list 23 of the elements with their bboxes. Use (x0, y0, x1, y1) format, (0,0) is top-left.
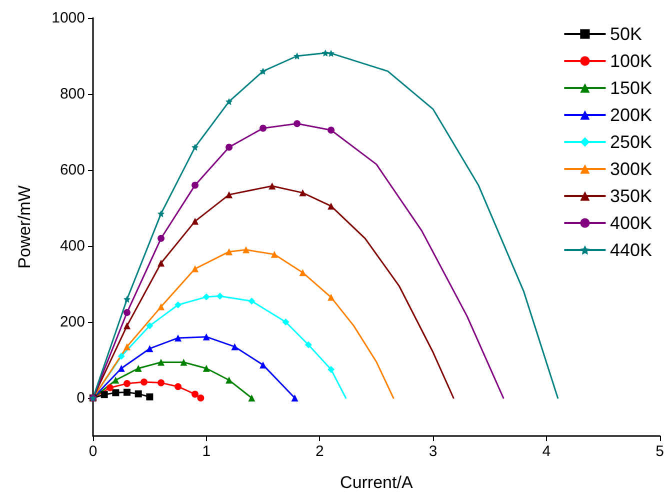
x-tick-label: 4 (542, 443, 551, 460)
y-tick-label: 800 (60, 86, 85, 102)
legend-label: 200K (610, 105, 652, 125)
x-axis-title: Current/A (340, 473, 414, 492)
legend-label: 100K (610, 51, 652, 71)
legend-label: 150K (610, 78, 652, 98)
y-tick-label: 0 (76, 390, 85, 406)
x-tick-label: 3 (428, 443, 438, 460)
legend-label: 350K (610, 186, 652, 206)
x-tick-label: 0 (88, 443, 98, 460)
x-tick-label: 1 (202, 443, 211, 460)
y-axis-title: Power/mW (15, 185, 34, 269)
legend-label: 400K (610, 213, 652, 233)
x-tick-label: 2 (316, 443, 324, 460)
y-tick-label: 400 (60, 238, 85, 254)
y-tick-label: 600 (60, 162, 85, 178)
legend-label: 50K (610, 24, 642, 44)
legend-label: 300K (610, 159, 652, 179)
y-tick-label: 200 (60, 314, 85, 330)
legend-label: 250K (610, 132, 652, 152)
legend-label: 440K (610, 240, 652, 260)
x-tick-label: 5 (656, 443, 664, 460)
y-tick-label: 1000 (52, 10, 85, 26)
